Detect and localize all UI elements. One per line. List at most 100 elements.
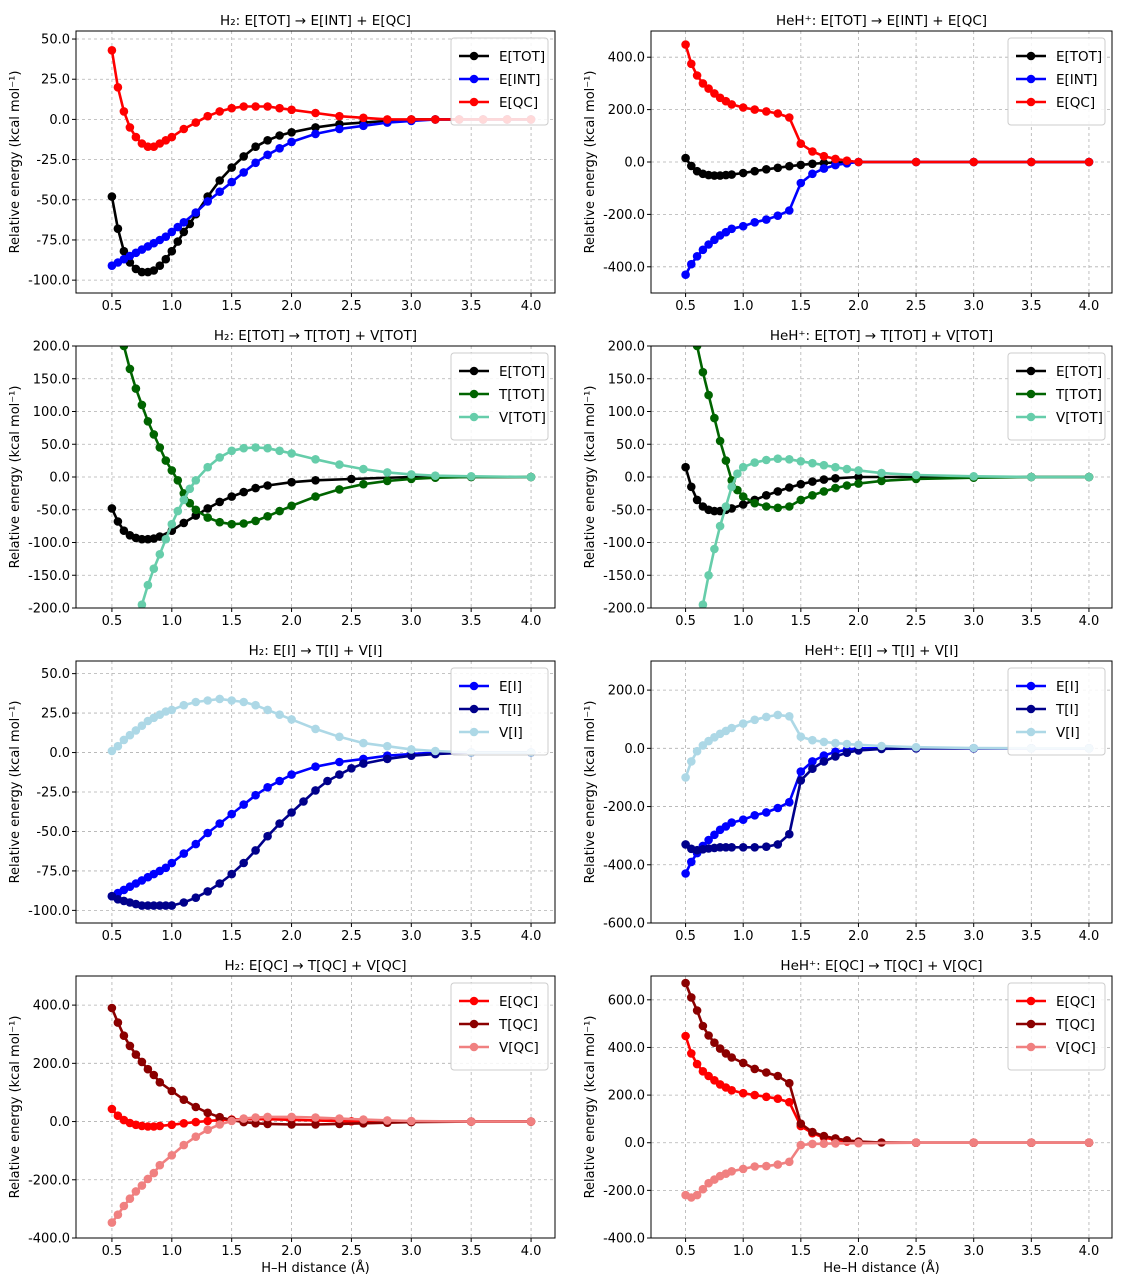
data-point-e-tot [750,166,759,176]
data-point-e-qc [687,1049,696,1058]
y-axis-label: Relative energy (kcal mol⁻¹) [8,386,23,569]
data-point-v-tot [733,469,742,479]
data-point-e-int [773,211,783,220]
data-point-t-i [137,901,147,910]
x-tick-label: 3.5 [461,1244,482,1259]
y-tick-label: 150.0 [33,372,70,387]
y-tick-label: 200.0 [608,1089,645,1104]
legend-marker [469,97,479,107]
legend-label: E[QC] [1056,994,1095,1010]
data-point-e-qc [191,118,201,127]
data-point-v-tot [191,476,201,485]
data-point-v-qc [808,1139,817,1149]
data-point-e-qc [687,59,696,69]
legend-label: E[TOT] [499,49,545,65]
data-point-e-qc [831,154,840,164]
data-point-v-qc [969,1138,978,1147]
data-point-e-qc [359,113,368,123]
data-point-e-qc [738,1088,748,1098]
data-point-t-qc [191,1102,201,1112]
y-tick-label: 50.0 [616,438,645,453]
data-point-e-qc [167,132,177,142]
data-point-t-qc [125,1041,135,1051]
data-point-e-qc [191,1117,201,1127]
legend: E[I] T[I] V[I] [1007,667,1106,756]
panel-heh-etot-t-v: 0.5 1.0 1.5 2.0 2.5 3.0 3.5 4.0 -200.0 -150.0 -100… [583,328,1113,629]
data-point-t-i [191,893,201,902]
data-point-e-int [831,160,840,170]
data-point-e-i [738,815,748,824]
legend-marker [1026,51,1036,61]
y-tick-label: 0.0 [624,471,645,486]
data-point-e-i [750,811,759,820]
data-point-e-tot [155,261,165,271]
data-point-t-i [762,842,771,851]
legend-marker [469,51,479,61]
data-point-e-tot [773,487,783,496]
data-point-e-int [681,270,690,280]
legend-label: T[TOT] [1055,387,1102,403]
y-tick-label: 200.0 [608,340,645,355]
data-point-t-i [203,887,212,896]
data-point-v-tot [167,519,177,529]
data-point-t-qc [215,1112,224,1122]
data-point-e-qc [681,1031,690,1041]
legend-label: V[QC] [499,1040,539,1056]
data-point-e-int [819,164,829,173]
data-point-v-i [179,700,189,710]
x-tick-label: 2.5 [341,614,362,629]
x-tick-label: 1.5 [221,929,242,944]
data-point-v-qc [137,1181,147,1190]
legend: E[QC] T[QC] V[QC] [450,982,549,1071]
data-point-e-qc [698,79,708,88]
data-point-e-tot [287,477,296,487]
data-point-t-i [785,829,794,839]
data-point-e-int [687,259,696,269]
x-tick-label: 4.0 [1079,1244,1100,1259]
y-tick-label: 400.0 [608,1041,645,1056]
chart-title: HeH⁺: E[I] → T[I] + V[I] [805,643,959,659]
axes-frame [650,660,1113,924]
series-group [681,710,1094,878]
data-point-e-i [335,757,344,767]
data-point-v-i [125,730,135,740]
data-point-t-tot [762,502,771,511]
data-point-t-qc [808,1127,817,1137]
data-point-v-i [263,705,272,715]
legend: E[TOT] E[INT] E[QC] [450,37,549,126]
data-point-t-qc [727,1053,736,1062]
data-point-e-i [762,808,771,817]
data-point-e-tot [119,526,129,535]
data-point-e-tot [808,477,817,486]
data-point-v-qc [750,1162,759,1171]
y-tick-label: 200.0 [33,340,70,355]
data-point-v-tot [710,544,719,554]
data-point-e-int [762,215,771,224]
data-point-t-i [819,757,829,766]
data-point-t-tot [173,476,183,485]
y-axis-label: Relative energy (kcal mol⁻¹) [583,386,598,569]
data-point-v-i [239,697,248,707]
panel-h2-etot-int-qc: 0.5 1.0 1.5 2.0 2.5 3.0 3.5 4.0 -100.0 -75.0 -50.0… [8,13,556,314]
legend-label: V[TOT] [1056,410,1103,426]
legend-marker [1026,366,1036,376]
data-point-t-qc [311,1120,320,1129]
data-point-e-tot [681,153,690,163]
data-point-e-qc [263,102,272,111]
x-tick-label: 3.0 [963,614,984,629]
x-tick-label: 2.5 [341,299,362,314]
data-point-e-int [227,177,236,187]
data-point-e-qc [215,107,224,116]
y-tick-label: 0.0 [49,1115,70,1130]
x-tick-label: 1.0 [733,299,754,314]
data-point-e-i [687,857,696,867]
data-point-e-qc [407,115,416,124]
x-tick-label: 2.0 [281,1244,302,1259]
data-point-t-qc [710,1038,719,1047]
x-tick-label: 1.0 [161,614,182,629]
x-axis-label: He–H distance (Å) [823,1260,939,1276]
data-point-e-qc [335,111,344,121]
data-point-e-i [203,828,212,838]
data-point-e-int [191,208,201,217]
x-tick-label: 2.0 [281,614,302,629]
